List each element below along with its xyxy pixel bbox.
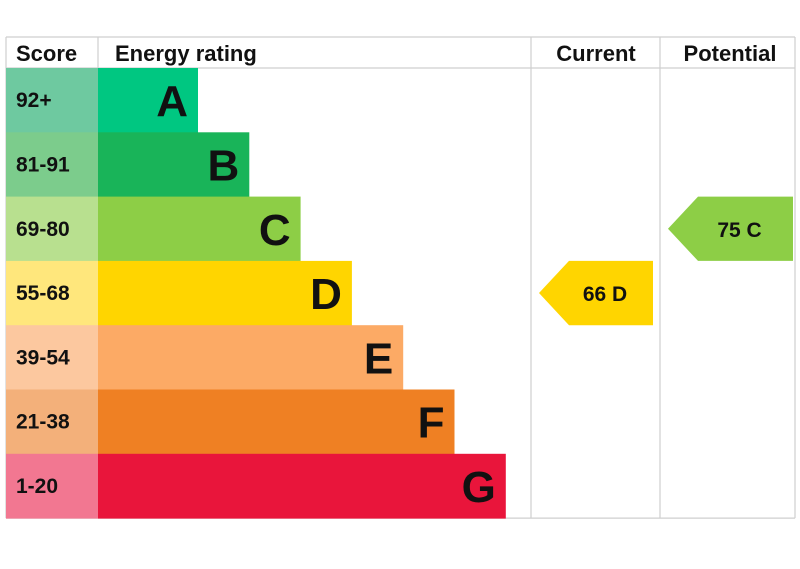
- band-bar-b: [98, 132, 250, 198]
- score-cell-g: [6, 453, 98, 519]
- band-letter-f: F: [418, 399, 445, 448]
- score-cell-e: [6, 325, 98, 390]
- band-bar-c: [98, 196, 301, 262]
- band-bar-e: [98, 325, 404, 390]
- band-bar-a: [98, 68, 198, 133]
- score-range-b: 81-91: [16, 153, 70, 176]
- score-range-e: 39-54: [16, 346, 70, 369]
- band-letter-b: B: [208, 141, 240, 190]
- rating-arrows: 66 D 75 C: [539, 196, 793, 326]
- band-letter-a: A: [156, 77, 188, 126]
- score-range-f: 21-38: [16, 411, 70, 434]
- score-cell-b: [6, 132, 98, 198]
- score-range-g: 1-20: [16, 475, 58, 498]
- band-letter-g: G: [462, 463, 496, 512]
- header-score: Score: [16, 41, 77, 66]
- header-current: Current: [556, 41, 636, 66]
- band-bar-d: [98, 260, 352, 326]
- band-bar-f: [98, 389, 455, 455]
- score-range-d: 55-68: [16, 282, 70, 305]
- header-energy-rating: Energy rating: [115, 41, 257, 66]
- band-letter-c: C: [259, 206, 291, 255]
- band-letter-d: D: [310, 270, 342, 319]
- score-cell-f: [6, 389, 98, 455]
- score-cell-d: [6, 260, 98, 326]
- score-cell-c: [6, 196, 98, 262]
- score-range-c: 69-80: [16, 218, 70, 241]
- current-rating-arrow: [539, 260, 653, 326]
- rating-bands: 92+ A 81-91 B 69-80 C 55-68 D 39-54 E 21-38 F 1-20 G: [6, 68, 506, 519]
- current-rating-label: 66 D: [583, 283, 627, 306]
- band-bar-g: [98, 453, 506, 519]
- potential-rating-arrow: [668, 196, 793, 261]
- score-range-a: 92+: [16, 89, 52, 112]
- header-potential: Potential: [684, 41, 777, 66]
- potential-rating-label: 75 C: [717, 219, 761, 242]
- score-cell-a: [6, 68, 98, 133]
- band-letter-e: E: [364, 334, 393, 383]
